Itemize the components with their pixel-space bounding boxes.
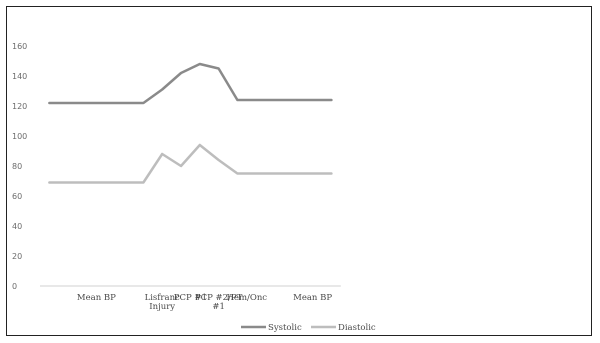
data-point-systolic xyxy=(312,99,313,100)
series-layer xyxy=(48,62,333,184)
data-point-diastolic xyxy=(49,182,50,183)
x-category-label: PCP #2/PT #1 xyxy=(195,293,243,312)
data-point-systolic xyxy=(105,102,106,103)
x-category-label: Hem/Onc xyxy=(227,293,268,303)
data-point-diastolic xyxy=(312,173,313,174)
y-axis: 0 20 40 60 80 100 120 140 160 xyxy=(12,42,27,291)
y-tick-label: 160 xyxy=(12,42,27,51)
data-point-diastolic xyxy=(293,173,294,174)
x-category-label: Lisfranc Injury xyxy=(145,293,180,312)
y-tick-label: 40 xyxy=(12,222,22,231)
data-point-diastolic xyxy=(331,173,332,174)
data-point-diastolic xyxy=(86,182,87,183)
data-point-diastolic xyxy=(180,165,181,166)
data-point-diastolic xyxy=(124,182,125,183)
data-point-diastolic xyxy=(256,173,257,174)
x-category-label: Mean BP xyxy=(77,293,116,303)
data-point-systolic xyxy=(143,102,144,103)
data-point-systolic xyxy=(331,99,332,100)
y-tick-label: 60 xyxy=(12,192,22,201)
data-point-systolic xyxy=(86,102,87,103)
data-point-systolic xyxy=(293,99,294,100)
data-point-diastolic xyxy=(237,173,238,174)
x-category-label: PCP #1 xyxy=(174,293,207,303)
y-tick-label: 140 xyxy=(12,72,27,81)
y-tick-label: 120 xyxy=(12,102,27,111)
y-tick-label: 0 xyxy=(12,282,17,291)
data-point-systolic xyxy=(124,102,125,103)
data-point-systolic xyxy=(68,102,69,103)
legend-label-systolic: Systolic xyxy=(268,323,302,333)
data-point-diastolic xyxy=(274,173,275,174)
data-point-diastolic xyxy=(162,153,163,154)
series-line-diastolic xyxy=(48,143,333,184)
chart-frame xyxy=(6,6,592,336)
data-point-systolic xyxy=(274,99,275,100)
data-point-diastolic xyxy=(105,182,106,183)
y-tick-label: 80 xyxy=(12,162,22,171)
data-point-systolic xyxy=(218,68,219,69)
series-line-systolic xyxy=(48,62,333,105)
legend-label-diastolic: Diastolic xyxy=(338,323,376,333)
data-point-systolic xyxy=(199,63,200,64)
data-point-diastolic xyxy=(199,144,200,145)
data-point-diastolic xyxy=(68,182,69,183)
data-point-systolic xyxy=(162,89,163,90)
data-point-systolic xyxy=(256,99,257,100)
data-point-systolic xyxy=(180,72,181,73)
legend: Systolic Diastolic xyxy=(241,323,376,333)
y-tick-label: 20 xyxy=(12,252,22,261)
y-tick-label: 100 xyxy=(12,132,27,141)
data-point-diastolic xyxy=(218,159,219,160)
data-point-diastolic xyxy=(143,182,144,183)
x-category-label: Mean BP xyxy=(293,293,332,303)
data-point-systolic xyxy=(237,99,238,100)
data-point-systolic xyxy=(49,102,50,103)
